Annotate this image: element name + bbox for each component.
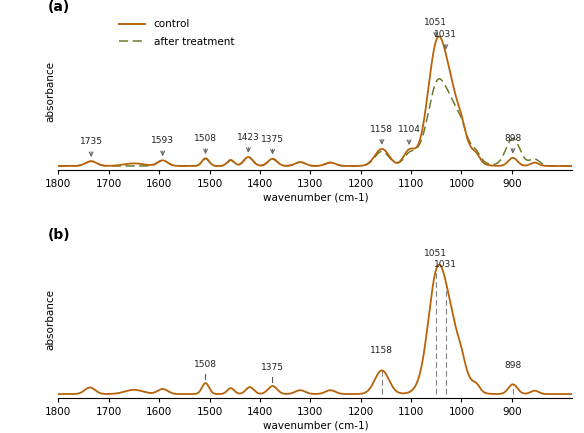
Text: 1508: 1508 — [194, 134, 217, 153]
Text: 1158: 1158 — [370, 346, 394, 355]
Text: 1031: 1031 — [434, 260, 457, 269]
Text: (b): (b) — [48, 229, 71, 242]
Text: 898: 898 — [504, 361, 522, 370]
Text: 1104: 1104 — [398, 125, 420, 144]
Y-axis label: absorbance: absorbance — [46, 61, 55, 122]
Text: 1031: 1031 — [434, 30, 457, 48]
Text: 1051: 1051 — [425, 249, 447, 258]
Text: 1423: 1423 — [237, 133, 260, 152]
X-axis label: wavenumber (cm-1): wavenumber (cm-1) — [263, 192, 368, 202]
Text: 1593: 1593 — [151, 136, 174, 155]
Text: 1508: 1508 — [194, 360, 217, 380]
Text: 1158: 1158 — [370, 125, 394, 144]
Y-axis label: absorbance: absorbance — [46, 289, 55, 350]
Text: 1375: 1375 — [261, 135, 284, 153]
Text: 1375: 1375 — [261, 363, 284, 383]
Text: (a): (a) — [48, 0, 70, 14]
Text: 1051: 1051 — [425, 18, 447, 36]
Text: 1735: 1735 — [79, 137, 103, 156]
Legend: control, after treatment: control, after treatment — [115, 15, 238, 51]
Text: 898: 898 — [504, 134, 522, 152]
X-axis label: wavenumber (cm-1): wavenumber (cm-1) — [263, 420, 368, 430]
